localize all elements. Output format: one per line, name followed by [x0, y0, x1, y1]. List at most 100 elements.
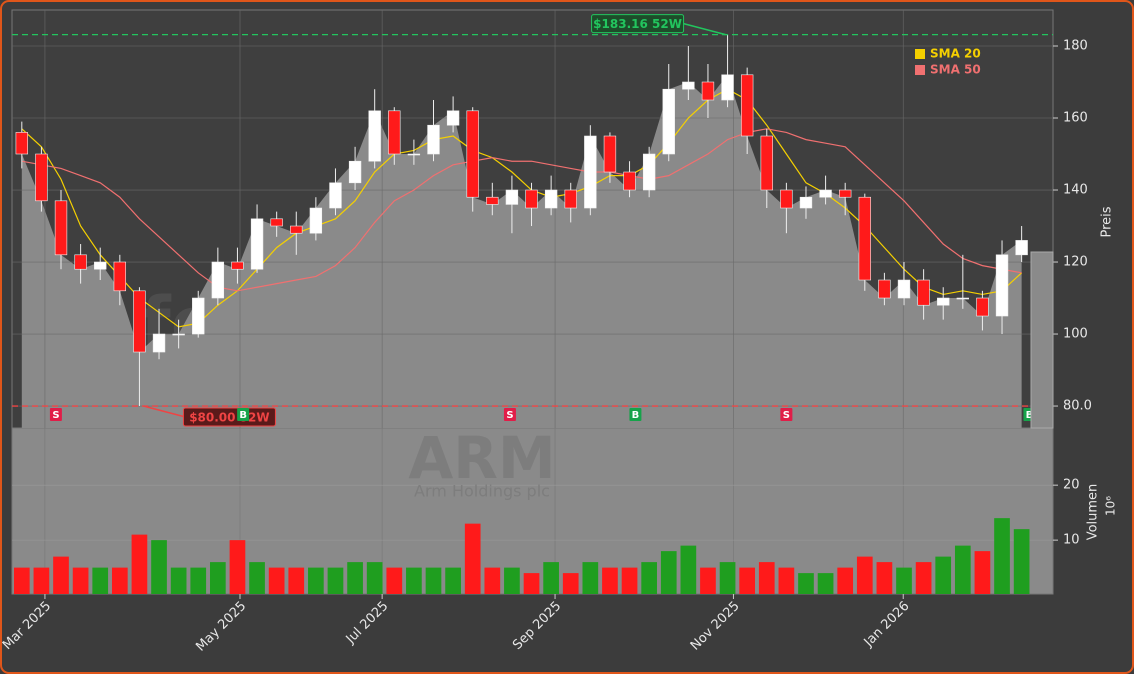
volume-bar	[876, 562, 893, 594]
candle-body	[642, 153, 656, 191]
candle-body	[250, 218, 264, 270]
legend-swatch	[915, 65, 925, 75]
candle-body	[270, 218, 283, 227]
volume-bar	[660, 551, 677, 594]
candle-body	[584, 135, 597, 209]
candle-body	[956, 297, 970, 300]
annotation-arrow	[143, 405, 186, 418]
candle-body	[407, 153, 421, 156]
candle-body	[564, 189, 577, 209]
volume-bar	[915, 562, 932, 594]
annotation-arrow	[683, 22, 726, 36]
last-price-box	[1030, 251, 1054, 429]
legend-label: SMA 20	[930, 47, 981, 61]
signal-label: B	[1026, 410, 1034, 421]
candle-body	[94, 261, 107, 270]
volume-bar	[425, 567, 442, 594]
candle-body	[74, 254, 87, 270]
volume-bar	[288, 567, 305, 594]
volume-bar	[92, 567, 109, 594]
candle-body	[211, 261, 225, 299]
y-tick-label: 20	[1063, 478, 1080, 493]
signal-box	[780, 408, 793, 422]
volume-bar	[1013, 529, 1030, 594]
volume-bar	[837, 567, 854, 594]
volume-bar	[190, 567, 207, 594]
volume-bar	[131, 534, 148, 594]
candle-body	[740, 74, 754, 137]
y-tick-label: 100	[1063, 327, 1088, 342]
candle-body	[486, 196, 499, 205]
volume-bar	[170, 567, 187, 594]
signal-label: B	[239, 410, 247, 421]
candle-body	[799, 196, 813, 209]
volume-bar	[151, 540, 167, 594]
volume-bar	[504, 567, 520, 594]
signal-label: B	[632, 410, 640, 421]
volume-bar	[778, 567, 795, 594]
legend-label: SMA 50	[930, 63, 981, 77]
y-tick-label: 140	[1063, 183, 1088, 198]
candle-body	[152, 333, 166, 353]
y-tick-label: 10	[1063, 533, 1080, 548]
volume-bar	[523, 573, 540, 594]
y-tick-label: 80.0	[1063, 399, 1092, 414]
candle-body	[388, 110, 401, 155]
volume-bar	[856, 556, 873, 594]
candle-body	[544, 189, 558, 209]
candle-body	[858, 196, 871, 281]
signal-label: S	[783, 410, 790, 421]
candle-body	[780, 189, 793, 209]
volume-bar	[72, 567, 89, 594]
candle-body	[329, 182, 342, 209]
candle-body	[623, 171, 636, 191]
candle-body	[113, 261, 127, 292]
candle-body	[446, 110, 460, 126]
volume-bar	[935, 556, 952, 594]
volume-axis-label: Volumen	[1086, 484, 1101, 541]
signal-label: S	[52, 410, 59, 421]
volume-bar	[974, 551, 991, 594]
signal-box	[49, 408, 62, 422]
volume-bar	[543, 562, 559, 594]
volume-bar	[229, 540, 246, 594]
volume-bar	[249, 562, 265, 594]
sma-line	[21, 128, 1022, 292]
volume-bar	[582, 562, 599, 594]
volume-bar	[739, 567, 756, 594]
volume-bar	[896, 567, 912, 594]
volume-bar	[798, 573, 814, 594]
y-tick-label: 180	[1063, 39, 1088, 54]
candle-body	[839, 189, 852, 198]
candle-body	[309, 207, 323, 234]
volume-bar	[445, 567, 461, 594]
annotation-box	[182, 407, 276, 427]
volume-bar	[33, 567, 50, 594]
candle-body	[662, 88, 675, 155]
volume-bar	[680, 545, 697, 594]
signal-box	[629, 408, 642, 422]
volume-bar	[562, 573, 579, 594]
candle-body	[525, 189, 538, 209]
candle-body	[368, 110, 381, 162]
volume-bar	[268, 567, 285, 594]
candle-body	[603, 135, 617, 173]
volume-bar	[719, 562, 736, 594]
candle-body	[348, 160, 362, 184]
candle-body	[35, 153, 48, 202]
candle-body	[290, 225, 303, 234]
candle-body	[505, 189, 519, 205]
company-watermark: Arm Holdings plc	[414, 482, 550, 501]
candle-body	[133, 290, 146, 353]
volume-bar	[641, 562, 657, 594]
volume-bar	[386, 567, 403, 594]
candle-body	[878, 279, 891, 299]
signal-box	[503, 408, 516, 422]
legend-swatch	[915, 49, 925, 59]
annotation-text: $80.00 52W	[189, 411, 269, 425]
y-axis-label: Preis	[1100, 206, 1115, 237]
annotation-text: $183.16 52W	[593, 17, 682, 31]
candle-body	[760, 135, 773, 191]
candle-body	[995, 254, 1009, 317]
